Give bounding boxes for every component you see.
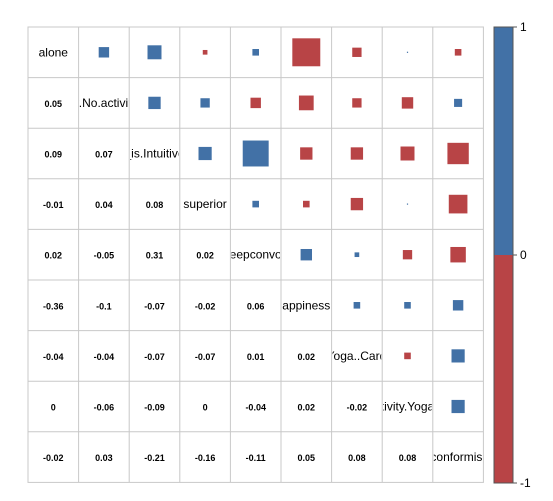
correlation-value-label: -0.04 bbox=[94, 352, 115, 362]
correlation-square bbox=[250, 97, 261, 109]
correlation-square bbox=[200, 98, 210, 108]
correlation-square bbox=[452, 300, 464, 311]
correlation-value-label: 0 bbox=[203, 403, 208, 413]
correlation-value-label: -0.02 bbox=[43, 453, 64, 463]
correlation-square bbox=[406, 51, 409, 53]
correlation-value-label: -0.07 bbox=[144, 301, 165, 311]
correlation-square bbox=[352, 47, 362, 57]
variable-label: _is.Intuitive bbox=[123, 147, 184, 161]
correlation-square bbox=[447, 142, 469, 165]
correlation-square bbox=[448, 194, 468, 214]
colorbar-negative bbox=[494, 255, 513, 483]
variable-label: eepconvo bbox=[230, 248, 282, 262]
correlation-value-label: -0.07 bbox=[195, 352, 216, 362]
variable-label: tivity.Yoga bbox=[381, 400, 435, 414]
correlation-square bbox=[352, 98, 362, 108]
correlation-square bbox=[404, 352, 411, 360]
correlation-square bbox=[350, 147, 364, 160]
variable-label: alone bbox=[39, 45, 69, 59]
correlation-value-label: 0.07 bbox=[95, 150, 113, 160]
grid-frame bbox=[27, 26, 484, 483]
correlation-value-label: -0.05 bbox=[94, 251, 115, 261]
colorbar-tick-label: 0 bbox=[520, 248, 527, 262]
correlation-square bbox=[404, 302, 411, 309]
correlation-value-label: 0.02 bbox=[298, 352, 316, 362]
correlation-square bbox=[451, 399, 465, 414]
correlation-value-label: -0.36 bbox=[43, 301, 64, 311]
correlation-value-label: 0.04 bbox=[95, 200, 113, 210]
correlation-square bbox=[350, 197, 364, 211]
variable-label: ty.No.activity bbox=[70, 96, 137, 110]
correlation-value-label: 0.09 bbox=[45, 150, 63, 160]
correlation-value-label: 0.02 bbox=[45, 251, 63, 261]
colorbar-tick-label: 1 bbox=[520, 20, 527, 34]
correlation-value-label: 0 bbox=[51, 403, 56, 413]
correlation-square bbox=[454, 49, 462, 56]
correlation-square bbox=[147, 45, 162, 60]
correlation-square bbox=[450, 246, 466, 263]
variable-label: superior bbox=[183, 197, 226, 211]
correlation-square bbox=[300, 248, 313, 261]
variable-label: conformist bbox=[430, 450, 486, 464]
correlation-value-label: -0.01 bbox=[43, 200, 64, 210]
correlation-value-label: -0.1 bbox=[96, 301, 112, 311]
correlation-square bbox=[406, 203, 409, 205]
correlation-value-label: 0.08 bbox=[399, 453, 417, 463]
correlation-value-label: 0.31 bbox=[146, 251, 164, 261]
correlation-value-label: 0.08 bbox=[348, 453, 366, 463]
correlation-value-label: -0.21 bbox=[144, 453, 165, 463]
matrix-grid bbox=[27, 26, 484, 483]
correlation-value-label: 0.08 bbox=[146, 200, 164, 210]
correlation-value-label: -0.02 bbox=[195, 301, 216, 311]
correlation-square bbox=[401, 97, 414, 109]
correlation-value-label: -0.16 bbox=[195, 453, 216, 463]
correlation-value-label: 0.06 bbox=[247, 301, 265, 311]
correlation-square bbox=[300, 147, 313, 160]
correlation-value-label: 0.01 bbox=[247, 352, 265, 362]
correlation-value-label: 0.03 bbox=[95, 453, 113, 463]
correlation-square bbox=[454, 98, 463, 107]
correlation-square bbox=[198, 146, 212, 161]
correlation-square bbox=[292, 38, 321, 67]
variable-label: y.Yoga..Cardio bbox=[318, 349, 396, 363]
correlation-value-label: -0.04 bbox=[245, 403, 266, 413]
correlation-square bbox=[354, 252, 360, 258]
correlation-square bbox=[252, 49, 259, 56]
correlation-square bbox=[98, 47, 110, 58]
correlation-square bbox=[252, 200, 259, 208]
correlation-value-label: -0.09 bbox=[144, 403, 165, 413]
correlation-value-label: 0.05 bbox=[298, 453, 316, 463]
correlation-square bbox=[353, 302, 361, 309]
correlation-square bbox=[202, 49, 208, 55]
correlation-square bbox=[402, 250, 413, 260]
correlation-value-label: -0.11 bbox=[246, 453, 266, 463]
correlation-square bbox=[298, 95, 314, 111]
matrix-cells: alone 0.05 ty.No.activity 0.09 0.07 _is.Intui… bbox=[39, 38, 486, 464]
correlation-square bbox=[451, 349, 465, 363]
correlation-value-label: -0.07 bbox=[144, 352, 165, 362]
colorbar-tick-label: -1 bbox=[520, 476, 531, 490]
variable-label: appiness bbox=[282, 298, 330, 312]
correlation-value-label: -0.06 bbox=[94, 403, 115, 413]
colorbar-positive bbox=[494, 27, 513, 255]
correlation-value-label: -0.02 bbox=[347, 403, 368, 413]
correlation-square bbox=[303, 200, 310, 208]
correlation-square bbox=[242, 140, 269, 167]
correlation-square bbox=[400, 146, 415, 161]
correlation-value-label: 0.05 bbox=[45, 99, 63, 109]
correlation-value-label: 0.02 bbox=[298, 403, 316, 413]
colorbar: 1 0 -1 bbox=[493, 20, 531, 490]
correlation-value-label: 0.02 bbox=[196, 251, 214, 261]
correlation-value-label: -0.04 bbox=[43, 352, 64, 362]
correlation-square bbox=[148, 96, 161, 110]
